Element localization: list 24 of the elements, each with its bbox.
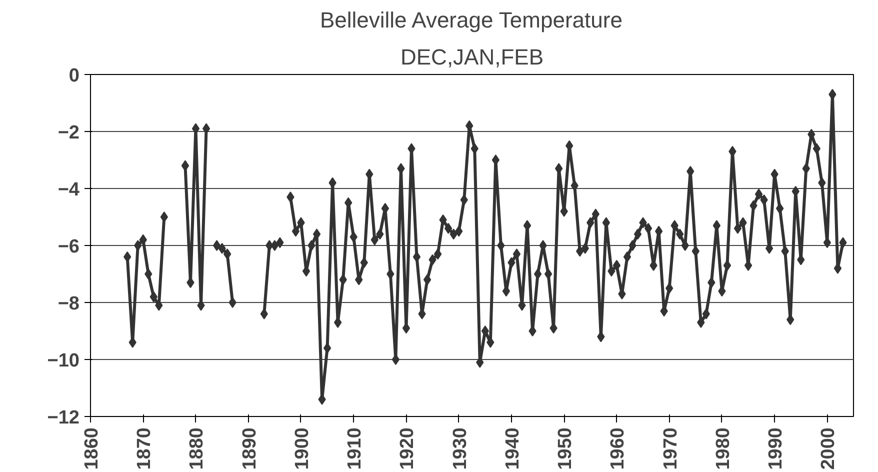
x-tick-label: 1920 [397,427,418,470]
x-tick-label: 1970 [660,427,682,470]
x-tick-label: 1950 [555,427,576,470]
x-tick-label: 1860 [82,427,102,470]
x-tick-label: 1980 [712,427,734,470]
y-tick-label: −6 [58,236,80,258]
x-tick-label: 1880 [186,427,208,470]
x-tick-label: 1960 [608,427,629,470]
x-tick-label: 1930 [450,427,471,470]
x-tick-label: 1990 [766,427,787,470]
y-tick-label: −2 [58,122,80,144]
y-tick-label: −12 [47,408,80,428]
x-tick-label: 1910 [344,427,366,470]
chart-title: Belleville Average Temperature [320,8,622,32]
y-tick-label: −10 [47,350,80,372]
x-tick-label: 1940 [502,427,524,470]
chart-subtitle: DEC,JAN,FEB [400,44,544,70]
y-tick-label: 0 [68,66,80,86]
x-tick-label: 1900 [292,427,313,470]
x-tick-label: 1870 [134,427,156,470]
x-tick-label: 2000 [818,427,840,470]
y-tick-label: −8 [58,294,80,314]
y-tick-label: −4 [58,180,80,200]
x-tick-label: 1890 [239,427,260,470]
